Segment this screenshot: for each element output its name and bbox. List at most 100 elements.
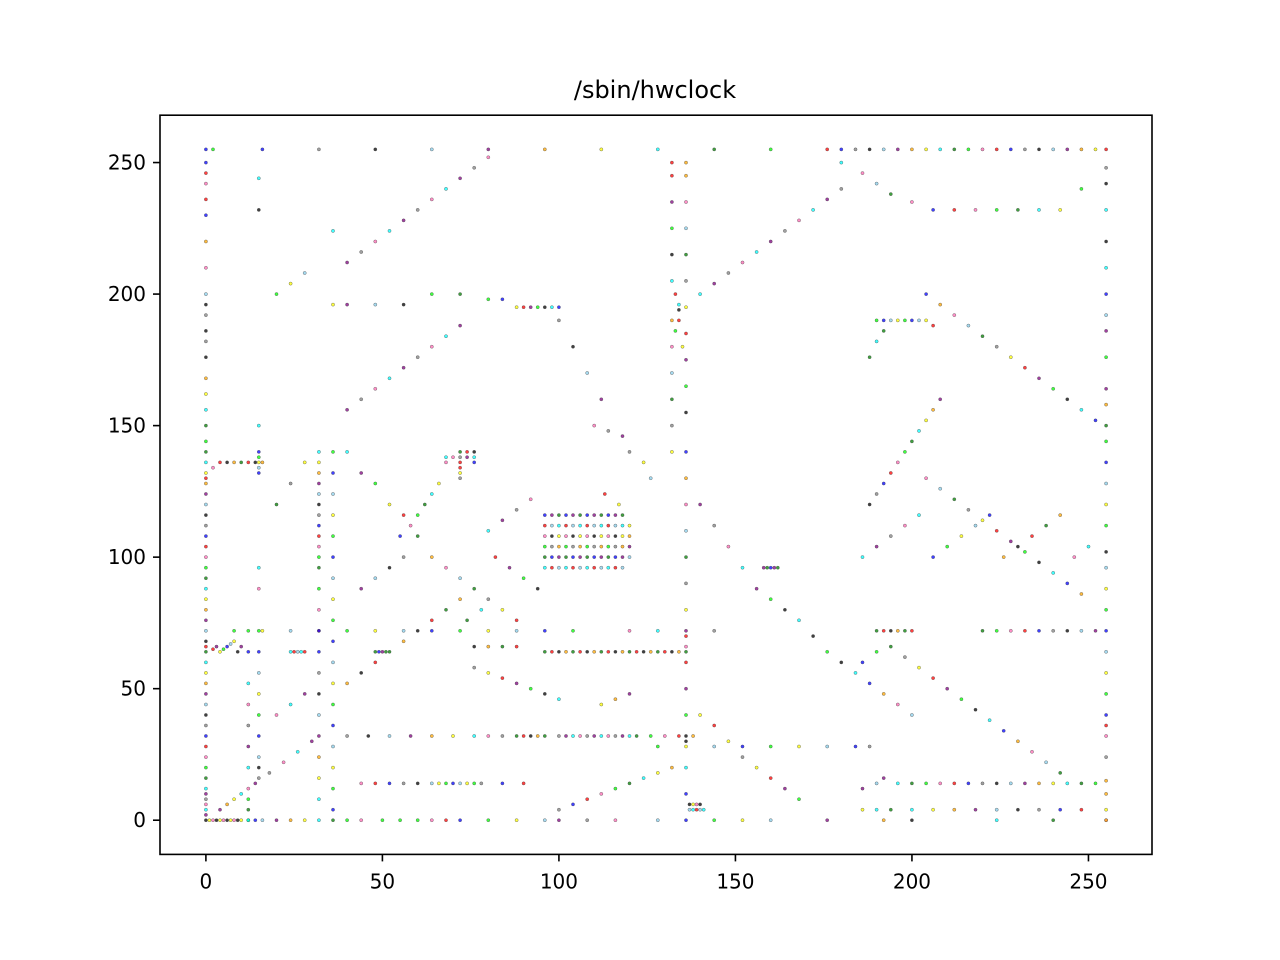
data-point bbox=[514, 734, 519, 738]
data-point bbox=[373, 629, 378, 633]
data-point bbox=[627, 555, 632, 559]
data-point bbox=[408, 734, 413, 738]
data-point bbox=[684, 744, 688, 749]
data-point bbox=[673, 329, 678, 333]
data-point bbox=[1001, 555, 1006, 559]
data-point bbox=[557, 565, 561, 570]
data-point bbox=[401, 513, 406, 517]
data-point bbox=[557, 697, 561, 701]
data-point bbox=[917, 318, 921, 323]
data-point bbox=[384, 650, 388, 654]
data-point bbox=[380, 650, 385, 654]
data-point bbox=[1079, 807, 1084, 812]
data-point bbox=[994, 629, 999, 633]
data-point bbox=[246, 702, 251, 707]
data-point bbox=[599, 702, 604, 707]
data-point bbox=[204, 450, 208, 454]
data-point bbox=[235, 650, 240, 654]
data-point bbox=[677, 318, 681, 323]
data-point bbox=[246, 744, 251, 749]
data-point bbox=[398, 534, 402, 538]
data-point bbox=[430, 618, 434, 623]
data-point bbox=[472, 166, 476, 170]
data-point bbox=[910, 318, 914, 323]
data-point bbox=[1044, 523, 1048, 528]
data-point bbox=[694, 802, 699, 807]
data-point bbox=[331, 513, 335, 517]
data-point bbox=[825, 650, 829, 654]
data-point bbox=[1079, 592, 1084, 596]
data-point bbox=[585, 650, 589, 654]
data-point bbox=[592, 650, 596, 654]
data-point bbox=[232, 629, 236, 633]
data-point bbox=[317, 629, 321, 633]
data-point bbox=[331, 302, 335, 307]
data-point bbox=[1104, 239, 1108, 244]
data-point bbox=[479, 781, 484, 786]
data-point bbox=[204, 776, 208, 780]
data-point bbox=[1051, 571, 1055, 575]
data-point bbox=[366, 734, 371, 738]
data-point bbox=[641, 460, 646, 465]
data-point bbox=[768, 239, 773, 244]
data-point bbox=[571, 513, 575, 517]
data-point bbox=[1009, 629, 1013, 633]
data-point bbox=[1104, 166, 1108, 170]
data-point bbox=[620, 434, 625, 438]
data-point bbox=[472, 450, 476, 454]
data-point bbox=[1037, 807, 1041, 812]
data-point bbox=[246, 629, 251, 633]
data-point bbox=[246, 818, 251, 822]
data-point bbox=[331, 807, 335, 812]
data-point bbox=[267, 771, 272, 775]
data-point bbox=[204, 660, 208, 665]
data-point bbox=[486, 818, 491, 822]
data-point bbox=[221, 647, 226, 651]
data-point bbox=[302, 818, 307, 822]
data-point bbox=[874, 807, 879, 812]
data-point bbox=[684, 644, 688, 649]
data-point bbox=[571, 802, 575, 807]
data-point bbox=[684, 686, 688, 691]
data-point bbox=[578, 523, 582, 528]
data-point bbox=[881, 776, 886, 780]
data-point bbox=[317, 460, 321, 465]
data-point bbox=[257, 176, 261, 181]
data-point bbox=[973, 523, 978, 528]
data-point bbox=[1104, 460, 1108, 465]
data-point bbox=[670, 423, 674, 428]
data-point bbox=[684, 581, 688, 586]
data-point bbox=[550, 534, 554, 538]
data-point bbox=[924, 476, 928, 480]
data-point bbox=[1072, 555, 1077, 559]
data-point bbox=[684, 734, 688, 738]
data-point bbox=[430, 197, 434, 202]
data-point bbox=[634, 734, 639, 738]
data-point bbox=[571, 734, 575, 738]
data-point bbox=[317, 471, 321, 475]
data-point bbox=[797, 797, 801, 801]
data-point bbox=[910, 147, 914, 152]
data-point bbox=[740, 744, 745, 749]
data-point bbox=[980, 147, 985, 152]
data-point bbox=[853, 671, 858, 675]
data-point bbox=[910, 629, 914, 633]
data-point bbox=[317, 776, 321, 780]
data-point bbox=[973, 707, 978, 712]
data-point bbox=[260, 147, 265, 152]
data-point bbox=[980, 518, 985, 523]
data-point bbox=[430, 781, 434, 786]
data-point bbox=[218, 818, 222, 822]
data-point bbox=[359, 671, 363, 675]
data-point bbox=[345, 629, 349, 633]
data-point bbox=[889, 534, 893, 538]
data-point bbox=[246, 765, 251, 770]
data-point bbox=[1104, 565, 1108, 570]
data-point bbox=[867, 502, 872, 507]
data-point bbox=[564, 555, 568, 559]
data-point bbox=[317, 523, 321, 528]
data-point bbox=[663, 650, 667, 654]
data-point bbox=[599, 650, 604, 654]
data-point bbox=[204, 744, 208, 749]
data-point bbox=[578, 534, 582, 538]
